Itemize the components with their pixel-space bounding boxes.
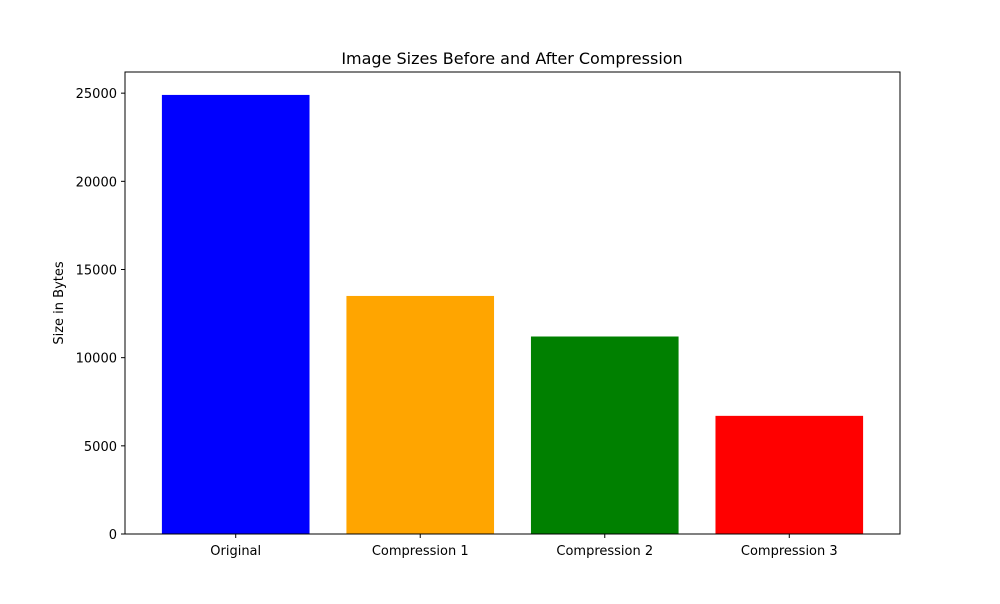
y-tick-label: 0: [109, 528, 117, 543]
chart-title: Image Sizes Before and After Compression: [341, 49, 682, 68]
bar-compression-3: [715, 415, 864, 534]
x-axis: Original Compression 1 Compression 2 Compre…: [210, 534, 838, 559]
bar-compression-2: [530, 336, 679, 534]
x-tick-label: Compression 3: [741, 544, 838, 559]
y-tick-label: 25000: [76, 87, 117, 102]
bar-original: [161, 94, 310, 534]
bars-layer: [161, 94, 864, 534]
x-tick-label: Compression 2: [556, 544, 653, 559]
y-tick-label: 10000: [76, 352, 117, 367]
y-axis: 0 5000 10000 15000 20000 25000: [76, 87, 125, 543]
y-tick-label: 20000: [76, 175, 117, 190]
plot-frame: [124, 71, 901, 535]
x-tick-label: Compression 1: [372, 544, 469, 559]
y-tick-label: 5000: [84, 440, 117, 455]
x-tick-label: Original: [210, 544, 261, 559]
y-tick-label: 15000: [76, 263, 117, 278]
bar-compression-1: [346, 295, 495, 534]
y-axis-label: Size in Bytes: [52, 261, 67, 345]
